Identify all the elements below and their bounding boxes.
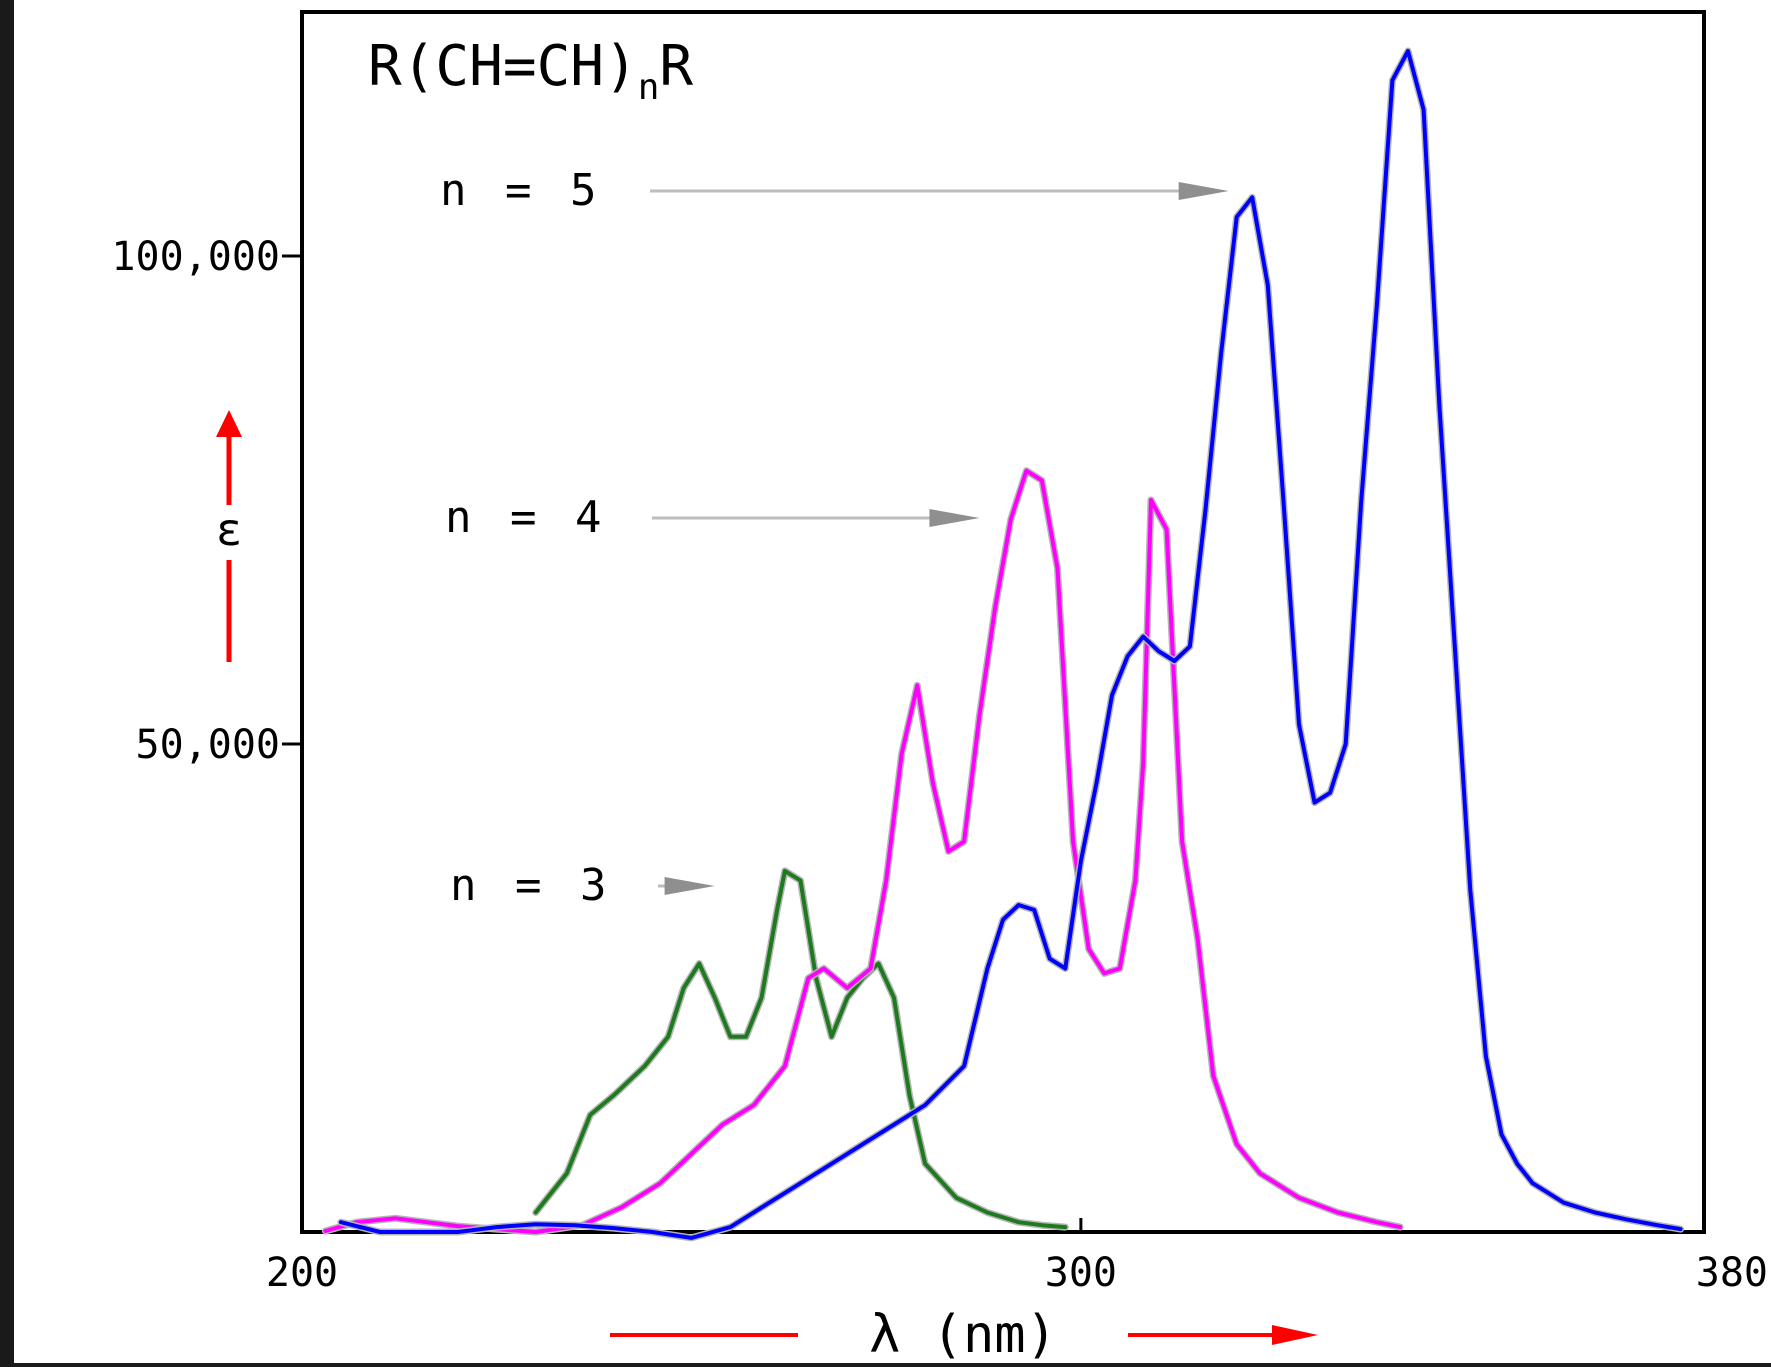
axes: 200 300 380 50,000 100,000 bbox=[111, 234, 1768, 1296]
x-tick-label: 200 bbox=[266, 1250, 338, 1296]
annotation-label: n = 4 bbox=[445, 492, 607, 543]
x-tick-label: 380 bbox=[1696, 1250, 1768, 1296]
series-line bbox=[533, 868, 1068, 1230]
y-axis-label-group: ε bbox=[216, 410, 243, 662]
y-tick-label: 100,000 bbox=[111, 234, 280, 280]
series-line bbox=[338, 49, 1683, 1240]
annotation-label: n = 5 bbox=[440, 165, 602, 216]
x-axis-label-group: λ (nm) bbox=[610, 1305, 1318, 1365]
annotation-label: n = 3 bbox=[450, 860, 612, 911]
x-tick-label: 300 bbox=[1045, 1250, 1117, 1296]
y-tick-label: 50,000 bbox=[136, 722, 281, 768]
y-axis-label: ε bbox=[216, 505, 243, 556]
x-axis-arrow-head bbox=[1272, 1325, 1318, 1345]
chart-background bbox=[14, 0, 1771, 1363]
plot-area-border bbox=[300, 10, 1706, 1234]
annotation-arrow-head bbox=[664, 877, 715, 895]
y-axis-arrow-head bbox=[216, 410, 242, 437]
annotations-group: n = 5 n = 4 n = 3 bbox=[440, 165, 1229, 911]
annotation-arrow-head bbox=[1178, 182, 1229, 200]
series-line bbox=[323, 468, 1403, 1234]
chart-title: R(CH=CH)nR bbox=[368, 34, 693, 108]
annotation-arrow-head bbox=[929, 509, 980, 527]
series-group bbox=[321, 47, 1685, 1242]
x-axis-label: λ (nm) bbox=[869, 1305, 1057, 1363]
